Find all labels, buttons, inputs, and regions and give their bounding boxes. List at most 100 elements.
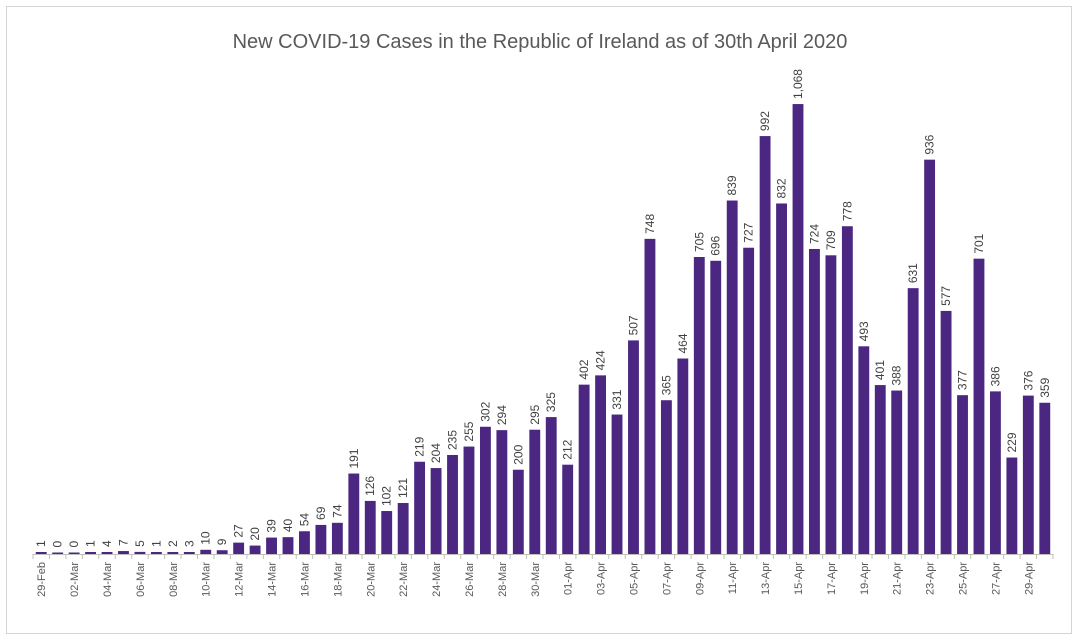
- x-tick-label-05-Apr: 05-Apr: [628, 562, 640, 595]
- data-label-26-Apr: 701: [972, 233, 986, 253]
- chart-frame: New COVID-19 Cases in the Republic of Ir…: [6, 6, 1072, 634]
- bar-20-Mar: [364, 500, 376, 554]
- data-label-21-Mar: 102: [380, 486, 394, 506]
- bar-24-Apr: [940, 310, 952, 554]
- data-label-12-Mar: 27: [232, 524, 246, 538]
- bar-02-Mar: [68, 552, 80, 554]
- data-label-23-Apr: 936: [923, 134, 937, 154]
- data-label-04-Apr: 331: [610, 389, 624, 409]
- x-tick-label-21-Apr: 21-Apr: [892, 562, 904, 595]
- x-tick-label-04-Mar: 04-Mar: [102, 562, 114, 597]
- bar-29-Apr: [1022, 395, 1034, 554]
- data-label-02-Apr: 402: [577, 359, 591, 379]
- bar-29-Feb: [35, 552, 47, 554]
- bar-05-Mar: [118, 551, 129, 554]
- data-label-29-Apr: 376: [1021, 370, 1035, 390]
- data-label-21-Apr: 388: [890, 365, 904, 385]
- data-label-06-Mar: 5: [133, 540, 147, 547]
- bar-03-Apr: [595, 375, 607, 554]
- x-tick-label-08-Mar: 08-Mar: [168, 562, 180, 597]
- x-tick-label-03-Apr: 03-Apr: [596, 562, 608, 595]
- x-tick-label-29-Apr: 29-Apr: [1023, 562, 1035, 595]
- bar-29-Mar: [512, 469, 524, 554]
- bar-19-Apr: [858, 346, 870, 554]
- bar-14-Apr: [776, 203, 787, 555]
- data-label-15-Mar: 40: [281, 518, 295, 532]
- data-label-15-Apr: 1,068: [791, 69, 805, 99]
- bar-16-Apr: [809, 248, 820, 555]
- x-tick-label-15-Apr: 15-Apr: [793, 562, 805, 595]
- x-tick-label-13-Apr: 13-Apr: [760, 562, 772, 595]
- data-label-29-Feb: 1: [34, 540, 48, 547]
- data-label-18-Apr: 778: [840, 201, 854, 221]
- data-label-08-Mar: 2: [166, 540, 180, 547]
- data-label-13-Apr: 992: [758, 111, 772, 131]
- bar-13-Apr: [759, 136, 771, 554]
- bar-09-Mar: [183, 552, 195, 554]
- data-label-25-Apr: 377: [956, 370, 970, 390]
- bar-24-Mar: [430, 468, 442, 554]
- data-label-17-Apr: 709: [824, 230, 838, 250]
- x-tick-label-01-Apr: 01-Apr: [563, 562, 575, 595]
- bar-17-Apr: [825, 255, 837, 555]
- data-label-26-Mar: 255: [462, 421, 476, 441]
- data-label-19-Mar: 191: [347, 448, 361, 468]
- bar-08-Mar: [167, 552, 179, 554]
- data-label-16-Mar: 54: [297, 513, 311, 527]
- bar-12-Mar: [233, 542, 245, 555]
- bar-23-Apr: [924, 159, 936, 555]
- x-tick-label-29-Feb: 29-Feb: [36, 562, 48, 597]
- bar-21-Apr: [891, 390, 903, 554]
- x-tick-label-16-Mar: 16-Mar: [299, 562, 311, 597]
- data-label-11-Apr: 839: [725, 175, 739, 195]
- bar-23-Mar: [414, 461, 426, 554]
- data-label-17-Mar: 69: [314, 506, 328, 520]
- x-tick-label-18-Mar: 18-Mar: [332, 562, 344, 597]
- bar-31-Mar: [545, 417, 557, 554]
- x-tick-label-12-Mar: 12-Mar: [234, 562, 246, 597]
- x-tick-label-25-Apr: 25-Apr: [958, 562, 970, 595]
- data-label-19-Apr: 493: [857, 321, 871, 341]
- data-label-01-Apr: 212: [561, 439, 575, 459]
- bar-10-Apr: [710, 260, 722, 554]
- bar-13-Mar: [249, 545, 261, 554]
- data-label-09-Apr: 705: [692, 232, 706, 252]
- data-label-10-Mar: 10: [199, 531, 213, 545]
- data-label-27-Apr: 386: [988, 366, 1002, 386]
- x-tick-label-14-Mar: 14-Mar: [267, 562, 279, 597]
- x-tick-label-09-Apr: 09-Apr: [694, 562, 706, 595]
- data-label-14-Mar: 39: [265, 519, 279, 533]
- bar-18-Apr: [841, 226, 853, 555]
- x-tick-label-26-Mar: 26-Mar: [464, 562, 476, 597]
- bar-26-Mar: [463, 446, 475, 554]
- chart-title: New COVID-19 Cases in the Republic of Ir…: [232, 31, 848, 53]
- data-label-03-Mar: 1: [84, 540, 98, 547]
- data-label-30-Mar: 295: [528, 404, 542, 424]
- bar-26-Apr: [973, 258, 985, 554]
- x-tick-label-20-Mar: 20-Mar: [365, 562, 377, 597]
- bar-18-Mar: [331, 522, 343, 554]
- x-tick-label-17-Apr: 17-Apr: [826, 562, 838, 595]
- data-label-23-Mar: 219: [413, 436, 427, 456]
- data-label-24-Apr: 577: [939, 286, 953, 306]
- data-label-05-Apr: 507: [626, 315, 640, 335]
- bar-30-Mar: [529, 429, 541, 554]
- data-label-07-Apr: 365: [659, 375, 673, 395]
- bar-16-Mar: [299, 531, 310, 554]
- data-label-10-Apr: 696: [709, 235, 723, 255]
- data-label-16-Apr: 724: [807, 224, 821, 244]
- bar-06-Apr: [644, 238, 656, 554]
- bar-04-Mar: [101, 552, 113, 554]
- bar-27-Mar: [479, 426, 491, 554]
- x-tick-label-30-Mar: 30-Mar: [530, 562, 542, 597]
- bar-11-Apr: [726, 200, 738, 554]
- x-tick-label-22-Mar: 22-Mar: [398, 562, 410, 597]
- data-label-11-Mar: 9: [215, 538, 229, 545]
- x-tick-label-27-Apr: 27-Apr: [990, 562, 1002, 595]
- x-tick-label-10-Mar: 10-Mar: [201, 562, 213, 597]
- data-label-04-Mar: 4: [100, 540, 114, 547]
- bar-05-Apr: [628, 340, 639, 554]
- x-tick-label-23-Apr: 23-Apr: [925, 562, 937, 595]
- x-tick-label-07-Apr: 07-Apr: [661, 562, 673, 595]
- bar-22-Mar: [397, 503, 409, 554]
